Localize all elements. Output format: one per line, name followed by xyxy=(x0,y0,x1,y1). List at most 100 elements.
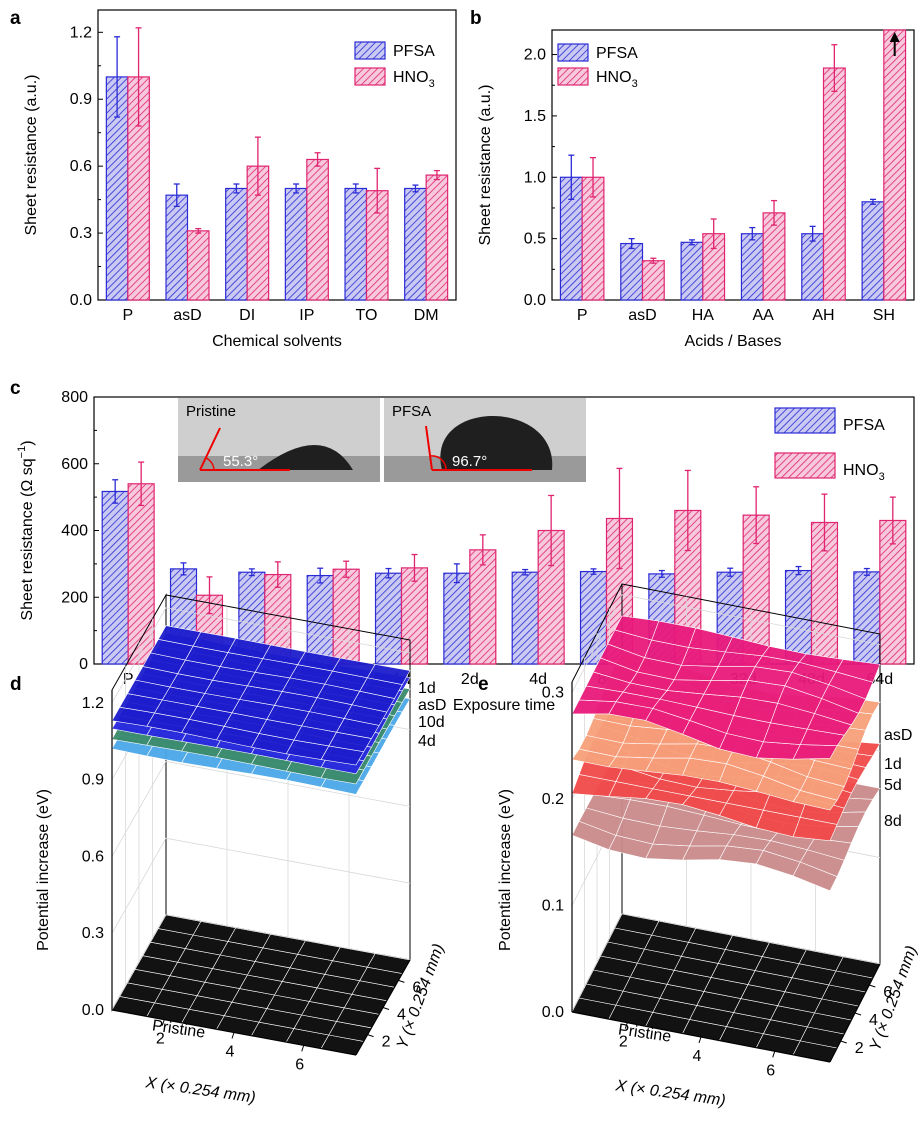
z-gridline xyxy=(111,837,411,934)
chart-a: 0.0 0.3 0.6 0.9 1.2 P asD DI IP TO DM Chemical solv… xyxy=(23,9,457,350)
bar-hno3 xyxy=(641,260,665,301)
surface-Pristine xyxy=(571,913,881,1063)
inset-angle: 55.3° xyxy=(223,453,258,470)
y-tick-label: 0.6 xyxy=(70,158,92,175)
z-tick-label: 0.0 xyxy=(82,1002,104,1019)
x-tick-label: 4 xyxy=(693,1048,702,1065)
y-tick-label: 4 xyxy=(397,1007,406,1024)
plot-frame xyxy=(551,29,915,301)
bar-pfsa xyxy=(680,241,704,301)
y-tick-label: 6 xyxy=(412,979,421,996)
x-tick-label: HA xyxy=(692,307,715,324)
x-tick-label: P xyxy=(577,307,588,324)
x-axis-unit: (× 0.254 mm) xyxy=(625,1079,726,1110)
plot-frame xyxy=(97,9,457,301)
surface-patch xyxy=(792,744,838,760)
x-axis-label: Acids / Bases xyxy=(685,333,782,350)
y-tick-mark xyxy=(869,984,876,988)
x-tick-label: DI xyxy=(239,307,255,324)
z-axis-label: Potential increase (eV) xyxy=(497,789,514,951)
surface-patch xyxy=(673,664,719,681)
bar-pfsa xyxy=(284,187,308,301)
z-tick-label: 0.6 xyxy=(82,848,104,865)
x-tick-label: P xyxy=(122,307,133,324)
legend-label-hno3: HNO3 xyxy=(393,69,435,90)
legend-label-pfsa: PFSA xyxy=(596,45,638,62)
y-tick-label: 1.2 xyxy=(70,24,92,41)
x-tick-mark xyxy=(698,1036,702,1044)
y-axis-label: Sheet resistance (Ω sq−1) xyxy=(16,440,36,620)
y-tick-label: 0.9 xyxy=(70,91,92,108)
y-tick-mark xyxy=(382,1007,390,1010)
x-tick-mark xyxy=(772,1051,776,1058)
legend-hno3-sub: 3 xyxy=(429,78,435,90)
x-tick-label: 2d xyxy=(461,671,479,688)
x-tick-mark xyxy=(161,1019,165,1026)
surface-patch xyxy=(366,664,411,685)
z-tick-label: 1.2 xyxy=(82,695,104,712)
z-tick-label: 0.3 xyxy=(542,685,564,702)
y-tick-label: 0.5 xyxy=(524,231,546,248)
z-tick-label: 0.2 xyxy=(542,791,564,808)
surface-label: 1d xyxy=(418,680,436,697)
z-axis-label: Potential increase (eV) xyxy=(35,789,52,951)
y-tick-label: 0.3 xyxy=(70,225,92,242)
bar-pfsa xyxy=(306,574,334,665)
z-gridline xyxy=(111,607,411,703)
y-tick-label: 6 xyxy=(883,984,892,1001)
bar-pfsa xyxy=(225,187,248,301)
y-axis-label: Sheet resistance (a.u.) xyxy=(23,75,40,236)
y-tick-label: 0.0 xyxy=(70,292,92,309)
z-gridline xyxy=(111,760,411,857)
y-axis-label-sup: −1 xyxy=(16,446,28,459)
panel-letter-c: c xyxy=(10,378,21,399)
bar-pfsa xyxy=(801,233,825,301)
y-axis-label: Y (× 0.254 mm) xyxy=(867,944,921,1054)
panel-letter-a: a xyxy=(10,8,21,29)
bar-pfsa xyxy=(344,187,368,301)
x-tick-label: AA xyxy=(752,307,774,324)
y-tick-label: 800 xyxy=(61,389,88,406)
y-tick-label: 2 xyxy=(855,1040,864,1057)
legend-swatch-pfsa xyxy=(354,41,386,60)
surface-patch xyxy=(835,659,881,683)
bar-pfsa xyxy=(861,201,885,301)
z-tick-label: 0.3 xyxy=(82,925,104,942)
contact-tangent xyxy=(425,425,433,471)
bar-hno3 xyxy=(762,212,786,301)
x-axis-label: Chemical solvents xyxy=(212,333,342,350)
bar-pfsa xyxy=(511,571,539,665)
y-tick-label: 200 xyxy=(61,589,88,606)
bar-pfsa xyxy=(101,490,129,665)
x-axis-label: X (× 0.254 mm) xyxy=(144,1074,257,1106)
x-tick-mark xyxy=(624,1022,628,1029)
panel-letter-d: d xyxy=(10,674,22,695)
bar-hno3 xyxy=(400,567,429,665)
y-tick-label: 0 xyxy=(79,656,88,673)
x-tick-label: 4d xyxy=(529,671,547,688)
x-tick-label: SH xyxy=(873,307,895,324)
bar-pfsa xyxy=(853,571,881,665)
legend-swatch-hno3 xyxy=(354,67,386,86)
bar-hno3 xyxy=(306,158,329,301)
z-tick-label: 0.0 xyxy=(542,1004,564,1021)
angle-arc xyxy=(429,455,447,471)
y-axis-unit: (× 0.254 mm) xyxy=(397,942,447,1042)
z-gridline xyxy=(571,594,881,693)
surface-label: asD xyxy=(884,727,912,744)
x-tick-mark xyxy=(231,1032,235,1039)
x-tick-label: DM xyxy=(414,307,439,324)
inset-label: Pristine xyxy=(186,403,236,420)
legend-swatch-hno3 xyxy=(557,67,589,86)
surface-label: 1d xyxy=(884,756,902,773)
y-tick-label: 1.0 xyxy=(524,169,546,186)
x-tick-label: AH xyxy=(812,307,834,324)
legend-swatch-pfsa xyxy=(774,407,836,434)
water-droplet xyxy=(258,445,353,470)
bar-hno3 xyxy=(822,67,846,301)
y-axis-label-end: ) xyxy=(19,440,36,445)
panel-letter-e: e xyxy=(478,674,489,695)
